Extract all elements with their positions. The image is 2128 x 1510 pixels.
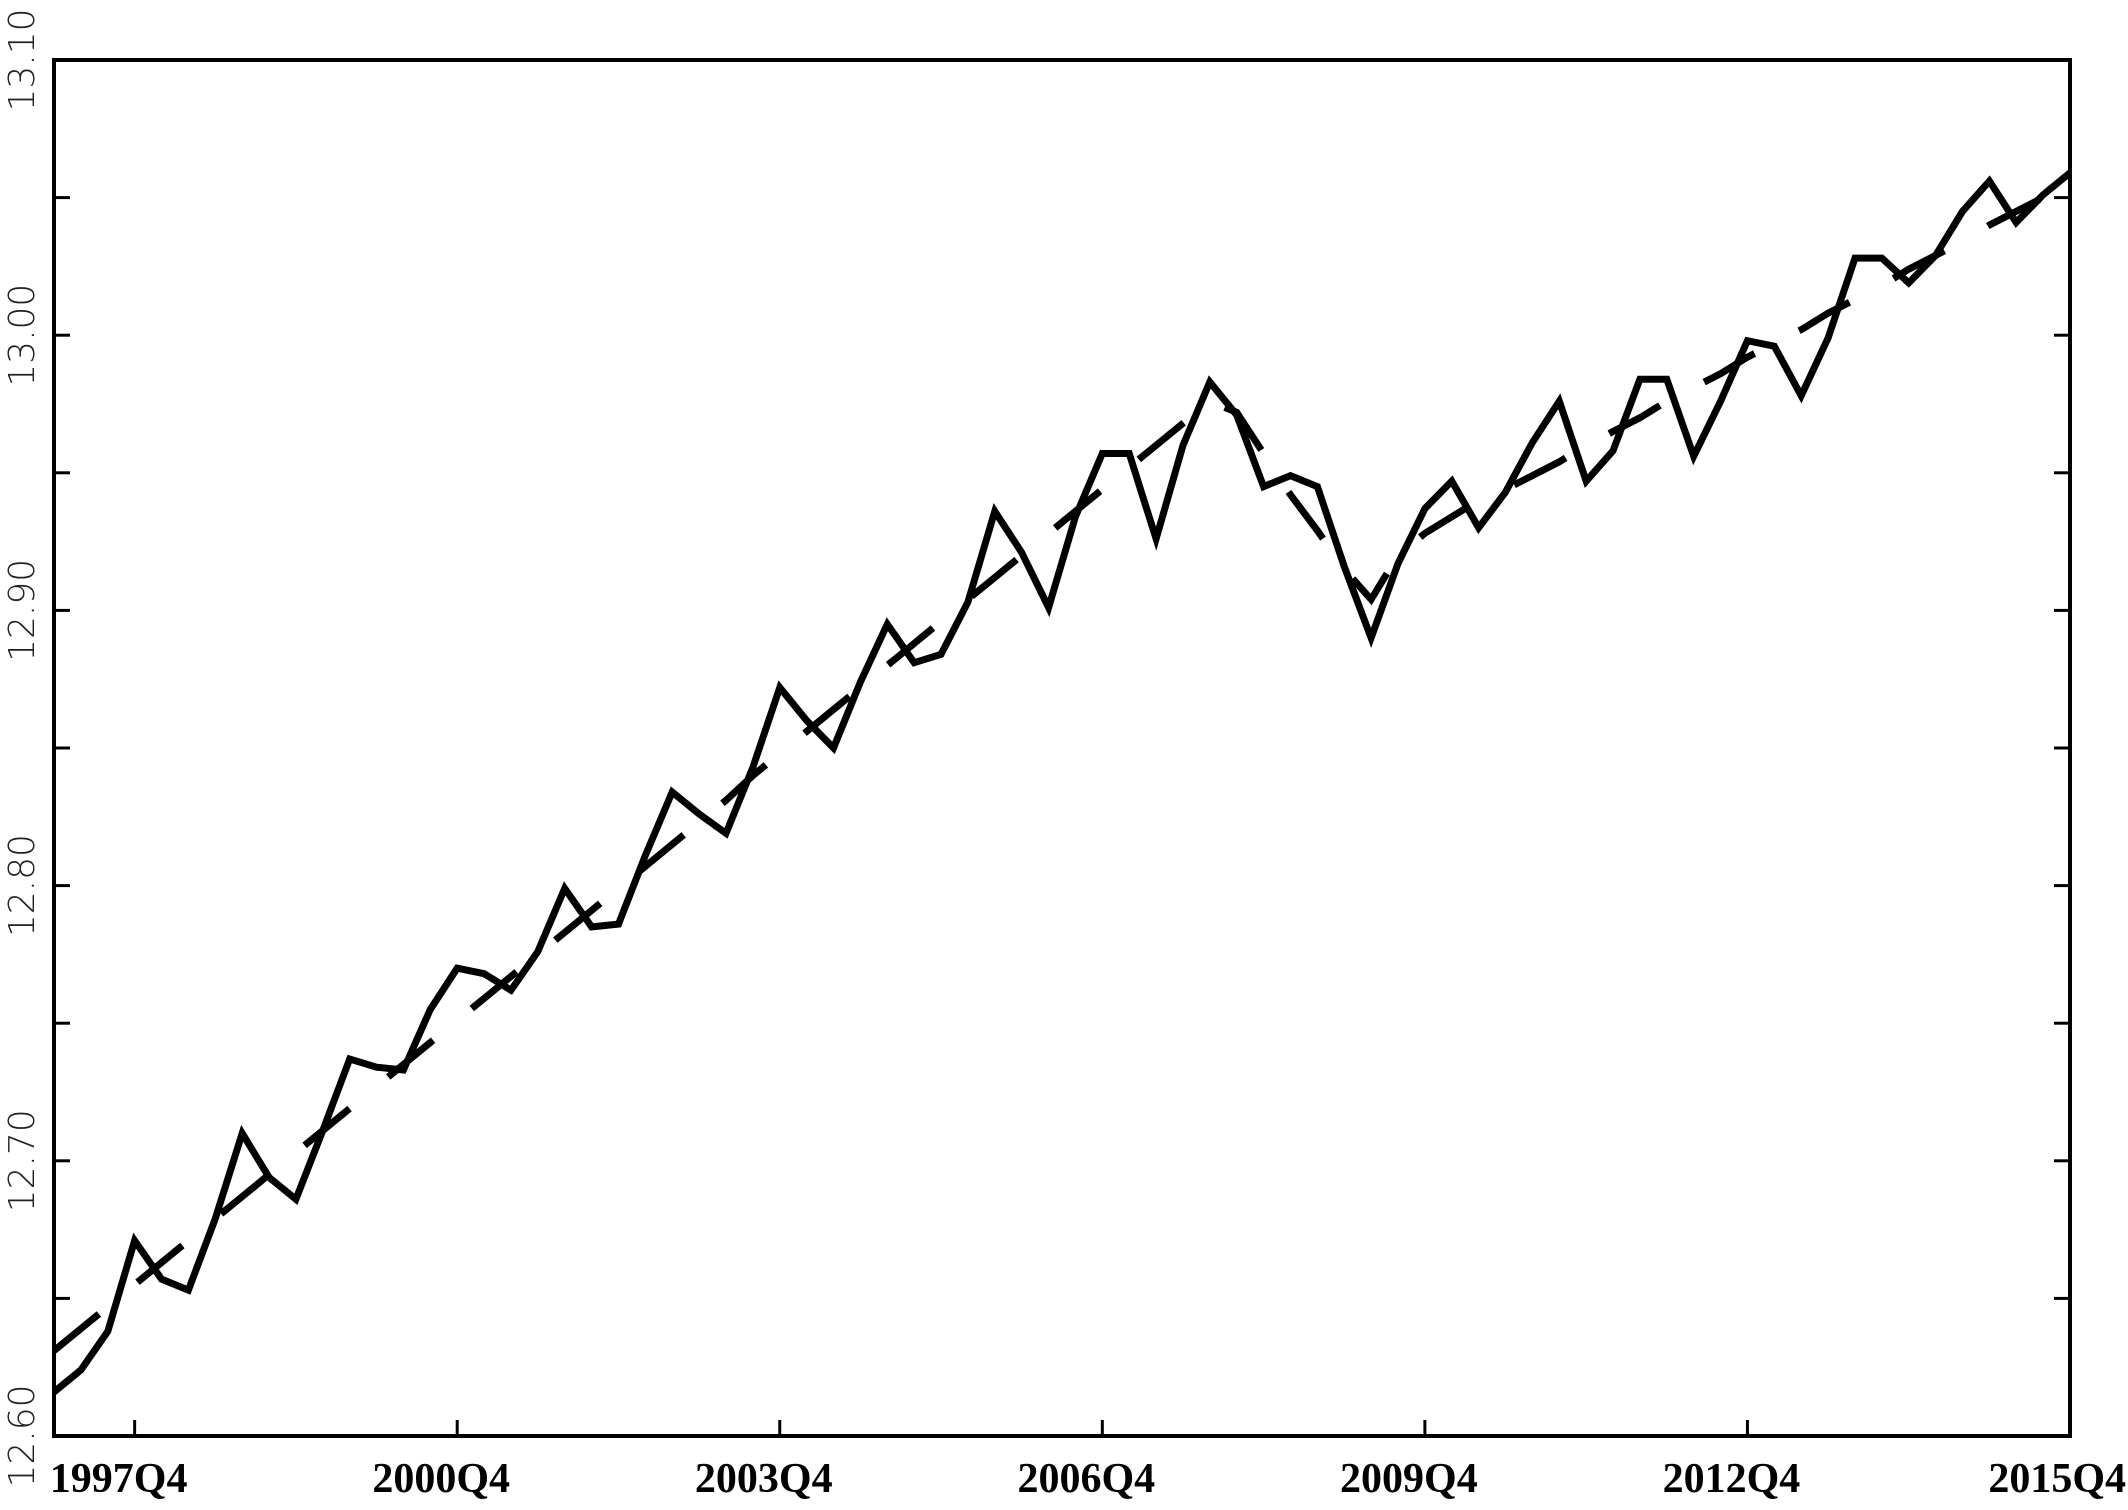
- y-tick-label: 12.60: [2, 1384, 43, 1487]
- y-tick-label: 13.00: [2, 284, 43, 387]
- x-tick-label: 1997Q4: [50, 1456, 188, 1502]
- y-tick-label: 12.70: [2, 1109, 43, 1212]
- x-tick-label: 2015Q4: [1988, 1456, 2126, 1502]
- y-tick-label: 13.10: [2, 8, 43, 111]
- trend-line: [51, 178, 2072, 1354]
- x-tick-label: 2012Q4: [1663, 1456, 1801, 1502]
- x-tick-label: 2009Q4: [1340, 1456, 1478, 1502]
- x-tick-label: 2000Q4: [372, 1456, 510, 1502]
- y-tick-label: 12.80: [2, 834, 43, 937]
- y-tick-label: 12.90: [2, 559, 43, 662]
- plot-frame: [52, 58, 2072, 1438]
- x-tick-label: 2006Q4: [1017, 1456, 1155, 1502]
- x-tick-label: 2003Q4: [695, 1456, 833, 1502]
- series-line: [51, 170, 2073, 1395]
